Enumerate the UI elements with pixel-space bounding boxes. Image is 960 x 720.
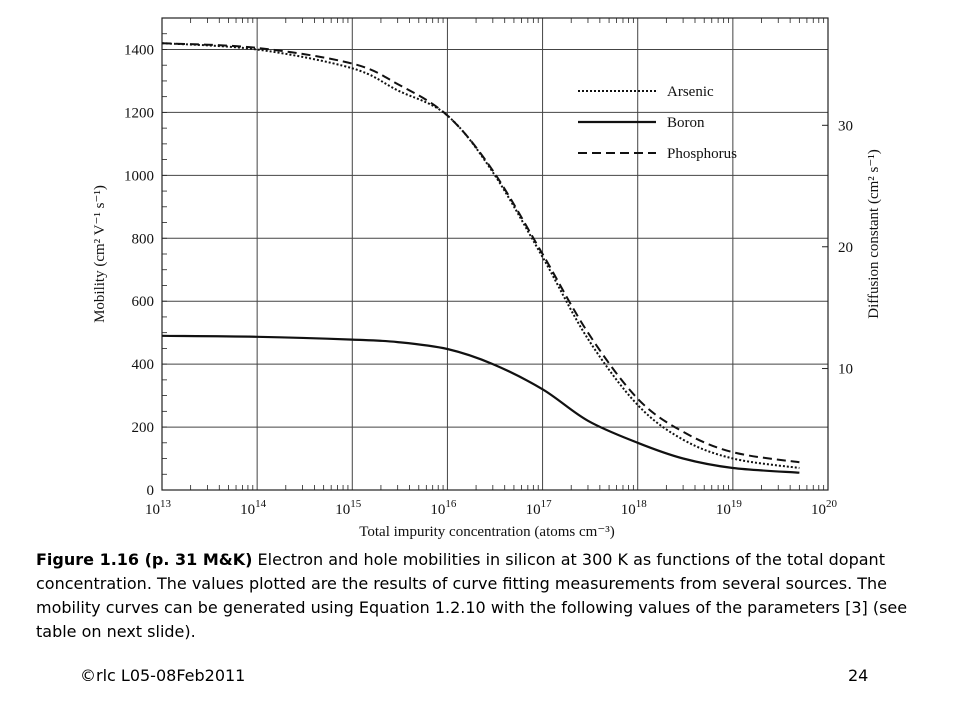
x-tick-label: 1015: [335, 498, 362, 518]
y-tick-label: 200: [132, 420, 155, 436]
x-tick-label: 1019: [716, 498, 743, 518]
chart-legend: Arsenic Boron Phosphorus: [578, 84, 737, 162]
y-tick-label: 1200: [124, 105, 154, 121]
y2-tick-label: 30: [838, 118, 853, 134]
mobility-chart: 1013 1014 1015 1016 1017 1018 1019 102002004006…: [92, 17, 882, 540]
caption-figure-ref: Figure 1.16 (p. 31 M&K): [36, 550, 253, 569]
series-arsenic-line: [161, 42, 800, 469]
y-axis-title: Mobility (cm² V⁻¹ s⁻¹): [92, 185, 108, 323]
series-phosphorus-line: [161, 42, 800, 464]
y-tick-label: 400: [132, 357, 155, 373]
y-tick-label: 0: [147, 483, 155, 499]
axis-ticks: 1013 1014 1015 1016 1017 1018 1019 102002004006…: [124, 17, 853, 518]
legend-label-arsenic: Arsenic: [667, 84, 714, 100]
x-tick-label: 1020: [811, 498, 838, 518]
chart-grid: [162, 18, 828, 490]
y-tick-label: 800: [132, 231, 155, 247]
y2-tick-label: 20: [838, 240, 853, 256]
legend-label-boron: Boron: [667, 115, 705, 131]
legend-label-phosphorus: Phosphorus: [667, 146, 737, 162]
page-number: 24: [848, 666, 869, 685]
footer-copyright: ©rlc L05-08Feb2011: [80, 666, 246, 685]
x-tick-label: 1014: [240, 498, 267, 518]
y2-axis-title: Diffusion constant (cm² s⁻¹): [866, 149, 882, 319]
x-tick-label: 1017: [526, 498, 553, 518]
plot-frame: [161, 17, 829, 491]
y-tick-label: 1400: [124, 42, 154, 58]
x-axis-title: Total impurity concentration (atoms cm⁻³…: [359, 524, 614, 540]
caption-text: Electron and hole mobilities in silicon …: [36, 550, 908, 641]
y-tick-label: 600: [132, 294, 155, 310]
x-tick-label: 1018: [621, 498, 648, 518]
figure-caption: Figure 1.16 (p. 31 M&K) Electron and hol…: [36, 548, 936, 644]
y-tick-label: 1000: [124, 168, 154, 184]
series-boron-line: [161, 334, 800, 474]
x-tick-label: 1016: [430, 498, 457, 518]
series-layer: [161, 42, 800, 474]
x-tick-label: 1013: [145, 498, 172, 518]
y2-tick-label: 10: [838, 362, 853, 378]
